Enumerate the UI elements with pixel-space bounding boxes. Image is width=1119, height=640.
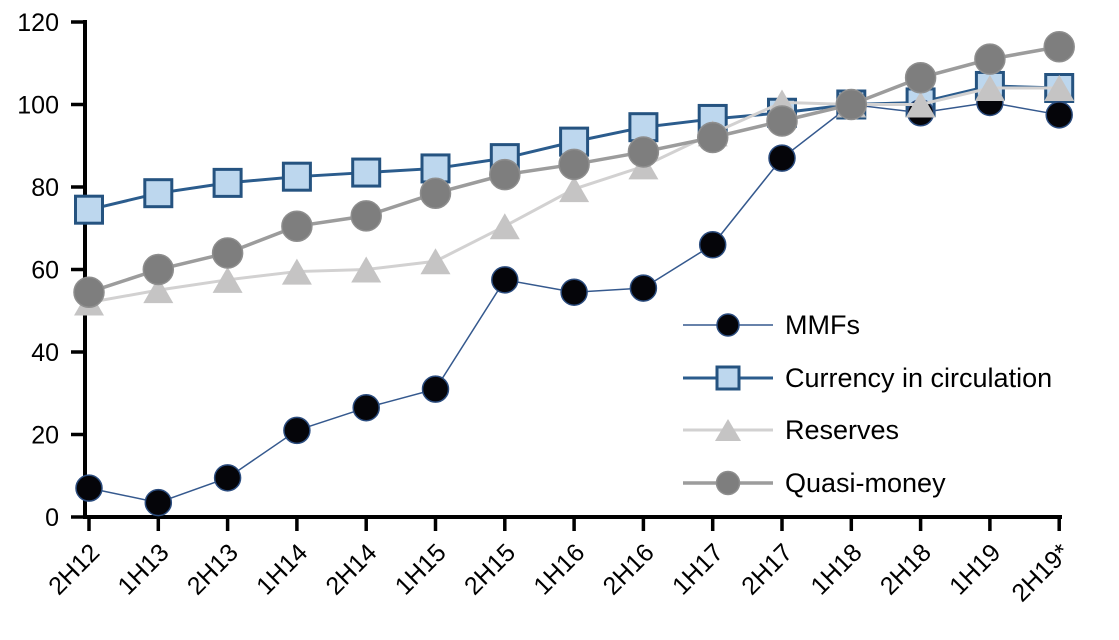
x-tick-label: 1H18 [805,538,867,600]
data-point-triangle [905,91,936,118]
data-point-square [212,167,243,198]
y-tick-label: 20 [31,422,59,450]
x-tick-label: 2H16 [598,538,660,600]
data-point-triangle [420,248,451,275]
series-mmfs [75,88,1073,517]
data-point-circle [558,148,590,181]
x-tick-label: 2H18 [875,538,937,600]
legend-item-reserves: Reserves [683,415,899,445]
data-point-circle [142,253,175,286]
data-point-circle [491,266,519,294]
data-point-circle [627,136,660,168]
legend-label: Quasi-money [785,468,946,498]
data-point-circle [904,61,937,94]
data-point-circle [766,105,798,137]
x-tick-label: 1H16 [528,538,590,600]
data-point-triangle [715,419,741,441]
data-point-triangle [1044,75,1075,101]
data-point-circle [1043,31,1075,63]
x-tick-label: 1H17 [667,538,729,600]
data-point-triangle [974,75,1005,101]
legend-label: MMFs [785,310,860,340]
y-tick-label: 80 [31,174,59,202]
data-point-circle [835,88,868,121]
chart-legend: MMFs Currency in circulation Reserves Quasi… [683,310,1052,498]
y-tick-label: 40 [31,339,59,367]
data-point-triangle [489,213,520,240]
y-axis-ticks: 0 20 40 60 80 100 120 [17,9,85,532]
data-point-square [281,161,312,192]
data-point-circle [213,464,242,492]
legend-item-mmfs: MMFs [683,310,860,340]
data-point-circle [352,393,380,422]
x-tick-label: 2H17 [736,538,798,600]
y-tick-label: 0 [45,504,59,532]
y-tick-label: 60 [31,257,59,285]
data-point-square [143,178,174,209]
data-point-circle [629,274,658,302]
data-point-square [351,157,382,188]
data-point-circle [73,276,105,308]
x-axis-ticks: 2H12 1H13 2H13 1H14 2H14 1H15 2H15 1H16 2H16 1H17… [43,517,1076,607]
x-tick-label: 2H15 [459,538,521,600]
x-tick-label: 2H13 [182,538,244,600]
x-tick-label: 1H19 [944,538,1006,600]
legend-label: Reserves [785,415,899,445]
legend-item-quasi-money: Quasi-money [683,468,946,498]
data-point-circle [560,278,588,306]
data-point-circle [974,43,1006,75]
data-point-circle [696,121,729,154]
data-point-circle [350,200,382,232]
data-point-circle [716,313,740,337]
data-point-circle [489,158,521,191]
data-point-triangle [351,256,382,283]
data-point-circle [75,474,103,502]
data-point-triangle [281,258,312,285]
data-point-circle [283,416,311,445]
data-point-circle [715,470,741,496]
x-tick-label: 1H14 [251,538,313,600]
data-point-circle [768,144,796,172]
data-point-circle [1045,101,1073,129]
data-point-circle [281,210,313,242]
data-point-circle [211,237,244,269]
x-tick-label: 2H12 [43,538,105,600]
data-point-square [715,365,741,391]
legend-label: Currency in circulation [785,363,1052,393]
data-point-circle [421,375,450,403]
data-point-circle [698,231,727,259]
data-point-triangle [143,277,174,304]
series-quasi-money [73,31,1075,308]
x-tick-label: 1H15 [390,538,452,600]
x-tick-label: 2H14 [320,538,382,600]
legend-item-currency-in-circulation: Currency in circulation [683,363,1052,393]
data-point-triangle [212,266,243,293]
x-tick-label: 1H13 [112,538,174,600]
chart-series [73,31,1075,517]
x-tick-label: 2H19* [1006,538,1075,607]
data-point-square [74,194,104,225]
data-point-circle [144,488,173,517]
data-point-circle [419,177,452,209]
data-point-triangle [559,176,590,203]
y-tick-label: 100 [17,92,59,120]
y-tick-label: 120 [17,9,59,37]
